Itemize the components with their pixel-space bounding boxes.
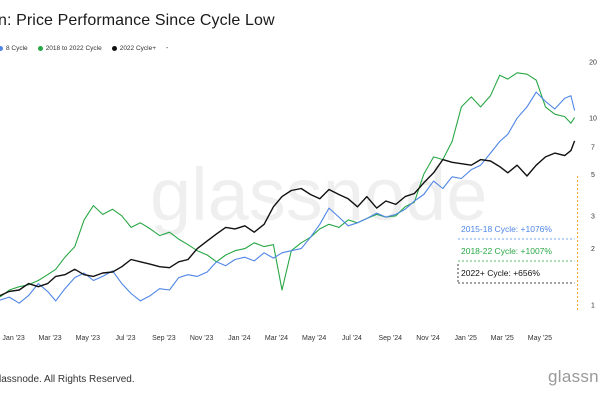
legend-item-2015-18[interactable]: 8 Cycle — [0, 45, 28, 52]
series-line-2022 — [0, 140, 576, 297]
legend: 8 Cycle 2018 to 2022 Cycle 2022 Cycle+ - — [0, 41, 168, 55]
brand-logo: glassn — [548, 367, 599, 386]
y-tick-label: 3 — [591, 213, 595, 220]
legend-dot-icon — [37, 45, 43, 51]
series-line-2015-18 — [0, 91, 576, 304]
legend-label: 8 Cycle — [6, 44, 28, 52]
x-tick-label: Mar '24 — [265, 335, 288, 342]
end-label-2018-22: 2018-22 Cycle: +1007% — [461, 246, 552, 256]
legend-dot-icon — [111, 45, 117, 51]
y-tick-label: 5 — [591, 172, 595, 179]
legend-label: 2022 Cycle+ — [119, 44, 157, 52]
y-tick-label: 10 — [589, 116, 597, 123]
x-tick-label: Jul '24 — [342, 335, 362, 342]
y-tick-label: 20 — [589, 60, 597, 67]
x-tick-label: Jan '24 — [228, 335, 250, 342]
end-label-2015-18: 2015-18 Cycle: +1076% — [461, 224, 552, 234]
x-tick-label: Jan '23 — [2, 335, 24, 342]
legend-label: 2018 to 2022 Cycle — [45, 44, 102, 52]
x-tick-label: Jan '25 — [455, 335, 477, 342]
x-tick-label: May '23 — [76, 335, 100, 342]
x-tick-label: May '25 — [528, 335, 552, 342]
x-tick-label: Mar '25 — [491, 335, 514, 342]
end-label-2022: 2022+ Cycle: +656% — [461, 268, 540, 278]
legend-more[interactable]: - — [166, 44, 169, 52]
y-tick-label: 1 — [591, 302, 595, 309]
x-tick-label: Nov '23 — [190, 335, 214, 342]
x-tick-label: Sep '24 — [379, 335, 403, 342]
x-tick-label: Sep '23 — [152, 335, 176, 342]
x-tick-label: Mar '23 — [39, 335, 62, 342]
legend-item-2018-22[interactable]: 2018 to 2022 Cycle — [37, 44, 102, 52]
chart-title: n: Price Performance Since Cycle Low — [0, 12, 275, 29]
legend-item-2022[interactable]: 2022 Cycle+ — [111, 44, 157, 52]
x-tick-label: May '24 — [302, 335, 326, 342]
x-tick-label: Jul '23 — [116, 335, 136, 342]
copyright-footer: lassnode. All Rights Reserved. — [0, 374, 135, 385]
y-tick-label: 7 — [591, 145, 595, 152]
legend-dot-icon — [0, 45, 3, 51]
series-line-2018-22 — [0, 72, 576, 298]
x-tick-label: Nov '24 — [416, 335, 440, 342]
y-tick-label: 2 — [591, 246, 595, 253]
